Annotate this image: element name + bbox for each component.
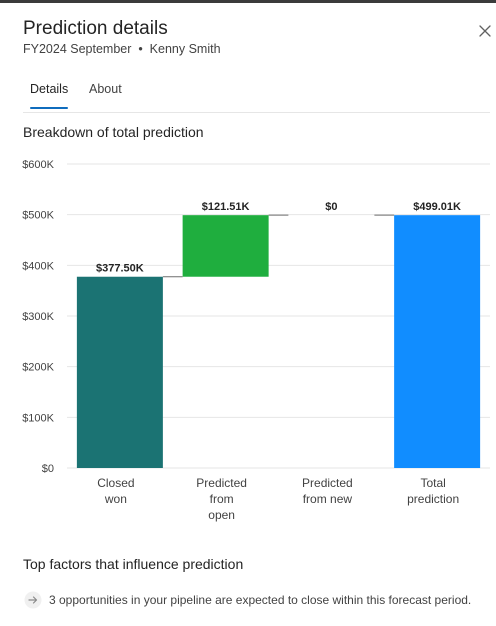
tab-about[interactable]: About (89, 82, 122, 96)
waterfall-chart: $0 $100K $200K $300K $400K $500K $600K $377.50… (22, 159, 490, 522)
factor-text: 3 opportunities in your pipeline are exp… (49, 593, 472, 607)
x-tick-label: Predicted from new (302, 476, 353, 506)
active-tab-indicator (30, 107, 68, 109)
data-label: $377.50K (96, 263, 144, 275)
factor-item: 3 opportunities in your pipeline are exp… (24, 591, 490, 609)
chart-y-axis: $0 $100K $200K $300K $400K $500K $600K (22, 159, 54, 475)
panel-title: Prediction details (23, 18, 168, 39)
y-tick-label: $500K (22, 210, 54, 222)
y-tick-label: $600K (22, 159, 54, 171)
y-tick-label: $0 (42, 463, 54, 475)
x-tick-label: Total prediction (407, 476, 459, 506)
y-tick-label: $200K (22, 362, 54, 374)
data-label: $499.01K (413, 201, 461, 213)
x-tick-label: Closed won (97, 476, 134, 506)
bar (182, 215, 269, 277)
arrow-right-icon (24, 591, 42, 609)
panel-subtitle: FY2024 September • Kenny Smith (23, 42, 221, 56)
data-label: $121.51K (202, 201, 250, 213)
x-tick-label: Predicted from open (196, 476, 247, 522)
y-tick-label: $300K (22, 311, 54, 323)
tab-list: Details About (23, 82, 490, 112)
chart-x-axis: Closed won Predicted from open Predicted from … (97, 476, 459, 522)
tabs-divider (23, 112, 490, 113)
y-tick-label: $100K (22, 412, 54, 424)
bar (394, 215, 481, 468)
breakdown-title: Breakdown of total prediction (23, 124, 204, 140)
window-top-border (0, 0, 496, 3)
data-label: $0 (325, 201, 337, 213)
chart-bars (76, 215, 481, 468)
chart-data-labels: $377.50K $121.51K $0 $499.01K (96, 201, 461, 275)
close-icon (479, 25, 491, 37)
chart-connectors (162, 214, 395, 278)
y-tick-label: $400K (22, 260, 54, 272)
close-button[interactable] (477, 23, 493, 39)
tab-details[interactable]: Details (30, 82, 69, 96)
factors-title: Top factors that influence prediction (23, 556, 244, 572)
bar (76, 276, 163, 468)
